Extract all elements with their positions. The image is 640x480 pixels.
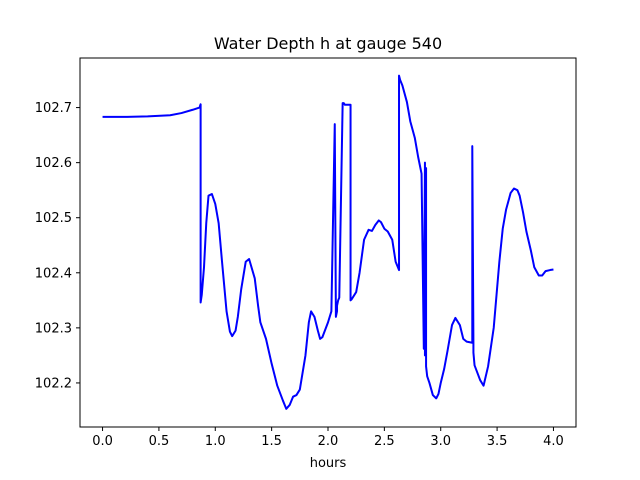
x-axis-label: hours xyxy=(310,456,347,471)
x-tick-label: 3.0 xyxy=(430,434,451,449)
y-axis-ticks: 102.2 102.3 102.4 102.5 102.6 102.7 xyxy=(35,101,80,391)
y-tick-label: 102.3 xyxy=(35,321,72,336)
x-axis-ticks: 0.0 0.5 1.0 1.5 2.0 2.5 3.0 3.5 4.0 xyxy=(92,427,564,449)
y-tick-label: 102.7 xyxy=(35,101,72,116)
x-tick-label: 1.0 xyxy=(205,434,226,449)
y-tick-label: 102.4 xyxy=(35,266,72,281)
x-tick-label: 0.5 xyxy=(149,434,170,449)
series-line xyxy=(102,74,554,410)
x-tick-label: 2.5 xyxy=(374,434,395,449)
x-tick-label: 0.0 xyxy=(92,434,113,449)
chart-title: Water Depth h at gauge 540 xyxy=(214,34,442,53)
x-tick-label: 2.0 xyxy=(318,434,339,449)
x-tick-label: 3.5 xyxy=(487,434,508,449)
x-tick-label: 1.5 xyxy=(261,434,282,449)
x-tick-label: 4.0 xyxy=(543,434,564,449)
plot-frame xyxy=(79,57,577,428)
y-tick-label: 102.6 xyxy=(35,156,72,171)
y-tick-label: 102.2 xyxy=(35,376,72,391)
series-group xyxy=(102,74,554,410)
y-tick-label: 102.5 xyxy=(35,211,72,226)
